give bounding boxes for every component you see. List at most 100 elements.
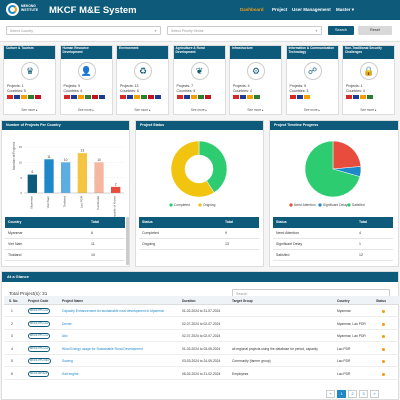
nav-user-management[interactable]: User Management [292,7,331,12]
table-row[interactable]: 2 MKCF-PTU-xxx Dnmkr 02-07-2024 to 02-07-20… [4,319,399,330]
project-target-group: all regional projects using the database… [232,346,318,351]
project-country: Lao PDR [337,371,351,376]
sector-card[interactable]: Non-Traditional Security Challenges 🔒 Proj… [342,45,395,115]
sector-card[interactable]: Environment ♻ Projects: 13 Countries: 6 See … [116,45,169,115]
sector-country-flags [120,95,168,106]
status-dot-icon [382,322,385,326]
project-country: Lao PDR [337,346,351,351]
table-row[interactable]: 3 MKCF-PTU-xxx Abc 02-07-2024 to 02-07-2024… [4,331,399,342]
section-title: At a Glance [2,272,398,282]
nav-dashboard[interactable]: Dashboard [240,7,264,12]
sector-country-flags [63,95,112,106]
project-duration: 02-07-2024 to 02-07-2024 [182,321,221,326]
project-code-badge[interactable]: MKCF-PTU-xxx [28,345,51,352]
sector-card-title: Culture & Tourism [4,46,55,59]
table-row[interactable]: 5 MKCF-PTU-024 Sowing 03-03-2024 to 24-05-2… [4,356,399,367]
see-more-link[interactable]: See more ▸ [134,108,151,112]
table-cell: Significant Delay [276,242,303,246]
country-select[interactable]: Select Country ▼ [6,26,161,35]
pagination-page-3[interactable]: 3 [359,390,368,398]
see-more-link[interactable]: See more ▸ [247,108,264,112]
table-header-row: Country Total [5,217,125,228]
project-name-link[interactable]: Sowing [62,359,73,363]
x-tick-label: Lao PDR [79,195,83,208]
project-table-header: S. No. Project Code Project Name Duratio… [4,296,399,305]
pagination-page-2[interactable]: 2 [348,390,357,398]
see-more-link[interactable]: See more ▸ [303,108,321,112]
bar-value-label: 11 [47,155,51,159]
table-cell: Ongoing [142,242,156,246]
legend-label: Significant Delay [323,203,348,207]
project-code-badge[interactable]: MKCF-PTU-xxx [28,308,51,314]
table-row: Ongoing 13 [139,239,259,250]
country-flag-icon [91,95,98,99]
sector-select[interactable]: Select Priority Sector ▼ [167,26,322,35]
sector-card[interactable]: Culture & Tourism ♛ Projects: 1 Countries: … [3,45,56,115]
sector-card[interactable]: Infrastructure ⚙ Projects: 4 Countries: 4 Se… [229,45,282,115]
project-name-link[interactable]: Capacity Enhancement for sustainable rur… [62,309,164,313]
chevron-down-icon: ▼ [315,29,318,33]
project-name-link[interactable]: Dnmkr [62,321,72,326]
sector-card[interactable]: Agriculture & Rural Development ❦ Projects… [172,45,226,115]
bar [44,159,54,193]
col-target: Target Group [232,299,253,303]
bar-value-label: 2 [115,182,117,186]
country-flag-icon [240,95,246,99]
table-scrollbar[interactable] [126,217,129,265]
environment-icon: ♻ [134,62,152,80]
pie-slice [304,140,361,198]
country-flag-icon [190,95,197,99]
security-icon: 🔒 [360,62,378,80]
timeline-table: Status Total Need Attention 4 Significant De… [273,217,393,261]
country-table: Country Total Myanmar 6 Viet Nam 11 Thailand 10 [5,217,125,261]
project-country: Lao PDR [337,359,351,363]
project-code: MKCF-PTU-024 [28,358,51,364]
sector-projects: Projects: 4 [233,84,250,88]
project-code-badge[interactable]: MKCF-PTU-024 [28,358,51,364]
status-panel: Project Status Completed Ongoing Status To… [135,120,264,267]
sector-card[interactable]: Human Resource Development 👤 Projects: 9 Co… [59,45,113,115]
reset-button[interactable]: Reset [358,26,392,35]
see-more-link[interactable]: See more ▸ [77,108,95,112]
bar-value-label: 6 [31,170,33,174]
sector-country-flags [233,95,281,106]
pagination-page-1[interactable]: 1 [337,390,346,398]
pagination-next[interactable]: » [370,390,379,398]
table-cell: Completed [142,231,159,235]
timeline-pie-chart: Need Attention Significant Delay Satisfied [289,140,365,207]
project-name-link[interactable]: Abc [62,334,68,338]
sector-card-title: Agriculture & Rural Development [173,46,225,59]
table-row[interactable]: 4 MKCF-PTU-xxx Wind Energy usage for Susta… [4,344,399,355]
sector-projects: Projects: 5 [289,84,307,88]
search-button[interactable]: Search [328,26,354,35]
table-row[interactable]: 1 MKCF-PTU-xxx Capacity Enhancement for su… [4,306,399,317]
pagination-prev[interactable]: « [326,390,335,398]
table-cell: Viet Nam [8,242,23,246]
project-code-badge[interactable]: MKCF-RP-024 [28,370,50,377]
project-code-badge[interactable]: MKCF-PTU-xxx [28,333,51,339]
project-name-link[interactable]: Salt engine [62,371,79,376]
pie-slice [198,140,228,193]
see-more-link[interactable]: See more ▸ [190,108,208,112]
country-flag-icon [21,95,27,99]
mekong-logo[interactable] [6,3,19,16]
see-more-link[interactable]: See more ▸ [360,108,377,112]
see-more-link[interactable]: See more ▸ [21,108,38,112]
sector-card-title: Infrastructure [230,46,281,59]
project-name-link[interactable]: Wind Energy usage for Sustainable Rural … [62,346,143,351]
table-row[interactable]: 6 MKCF-RP-024 Salt engine 05-02-2024 to 21-… [4,369,399,380]
status-table: Status Total Completed 9 Ongoing 13 [139,217,259,250]
country-flag-icon [148,95,154,99]
col-country: Country [337,299,350,303]
table-cell: 10 [91,253,95,257]
status-panel-title: Project Status [136,121,263,130]
ict-icon: ☍ [303,62,322,80]
table-header-cell: Status [276,220,287,224]
sector-card[interactable]: Information & Communication Technology ☍ P… [285,45,339,115]
country-panel-title: Number of Projects Per Country [2,121,129,130]
country-flag-icon [141,95,147,99]
country-flag-icon [77,95,84,99]
project-code-badge[interactable]: MKCF-PTU-xxx [28,320,51,327]
nav-master[interactable]: Master ▾ [336,7,354,13]
nav-project[interactable]: Project [272,7,288,12]
